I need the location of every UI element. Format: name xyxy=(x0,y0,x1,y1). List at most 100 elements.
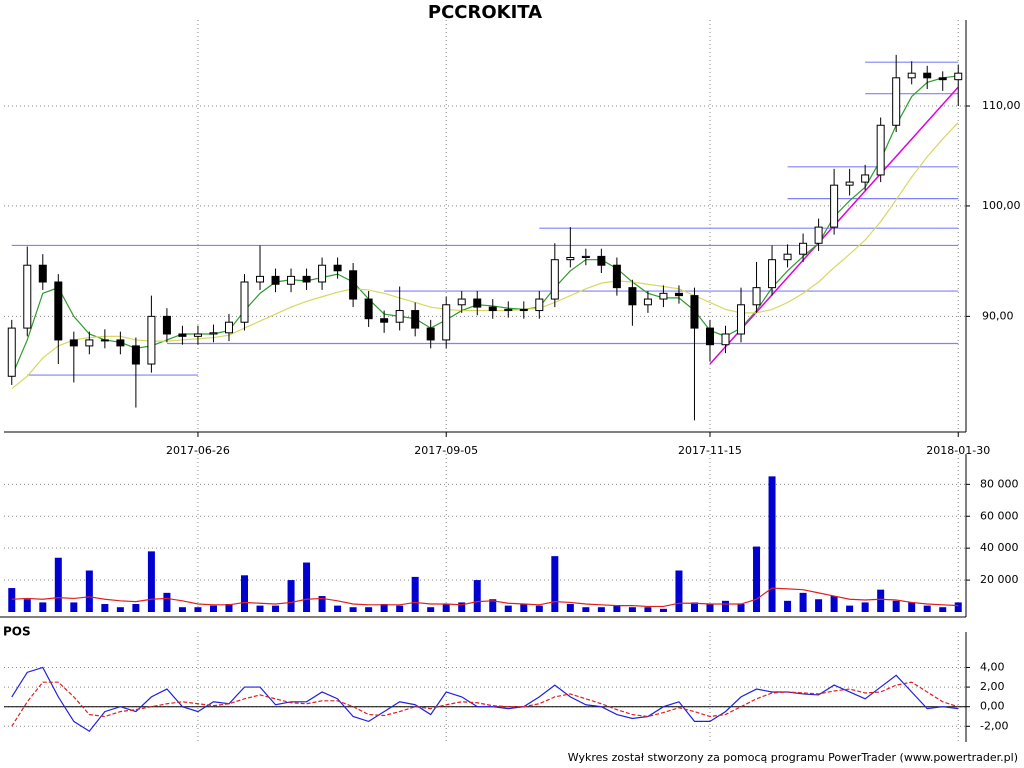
bar xyxy=(535,605,543,612)
bar xyxy=(225,604,233,612)
candle-body xyxy=(628,287,637,306)
candle-body xyxy=(721,333,730,346)
bar xyxy=(877,589,885,612)
bar xyxy=(147,551,155,612)
candle-body xyxy=(799,242,808,255)
line-series xyxy=(11,681,959,727)
candle-body xyxy=(271,275,280,285)
candle-body xyxy=(845,181,854,186)
bar xyxy=(908,602,916,612)
bar xyxy=(597,607,605,612)
candle-body xyxy=(892,77,901,126)
candle-body xyxy=(85,339,94,347)
bar xyxy=(116,607,124,612)
candle-body xyxy=(830,184,839,228)
bar xyxy=(287,580,295,612)
footer: Wykres został stworzony za pomocą progra… xyxy=(568,751,1018,764)
candle-body xyxy=(426,327,435,341)
line-series xyxy=(11,587,959,608)
bar xyxy=(39,602,47,612)
bar xyxy=(411,576,419,612)
candle-body xyxy=(256,275,265,283)
bar xyxy=(303,562,311,612)
candle-body xyxy=(938,77,947,81)
bar xyxy=(442,604,450,612)
y-tick-label: 60 000 xyxy=(980,509,1019,522)
bar xyxy=(799,592,807,612)
bar xyxy=(830,596,838,612)
candle-body xyxy=(209,332,218,335)
y-tick-label: 100,00 xyxy=(982,199,1021,212)
candle-body xyxy=(705,327,714,346)
bar xyxy=(178,607,186,612)
candle-body xyxy=(597,255,606,266)
candle-body xyxy=(690,295,699,329)
bar xyxy=(473,580,481,612)
candle-body xyxy=(333,264,342,272)
candle-body xyxy=(861,174,870,183)
candle-body xyxy=(54,281,63,341)
candle-body xyxy=(318,264,327,283)
bar xyxy=(163,592,171,612)
candle-body xyxy=(814,226,823,244)
chart-title: PCCROKITA xyxy=(428,2,542,23)
bar xyxy=(334,605,342,612)
candle-body xyxy=(550,259,559,300)
candle-body xyxy=(907,72,916,79)
candle-body xyxy=(240,281,249,323)
bar xyxy=(628,607,636,612)
candle-body xyxy=(566,256,575,261)
line-series xyxy=(11,75,959,377)
candle-body xyxy=(954,72,963,81)
candle-body xyxy=(752,287,761,306)
candle-body xyxy=(162,315,171,335)
bar xyxy=(551,556,559,612)
bar xyxy=(209,605,217,612)
bar xyxy=(241,575,248,612)
bar xyxy=(675,570,683,612)
y-tick-label: 90,00 xyxy=(982,309,1014,322)
candle-body xyxy=(612,264,621,289)
candle-body xyxy=(193,333,202,337)
bar xyxy=(722,600,729,612)
candle-body xyxy=(442,304,451,341)
x-tick-label: 2017-06-26 xyxy=(166,444,230,457)
bar xyxy=(892,600,900,612)
candle-body xyxy=(457,298,466,306)
bar xyxy=(753,546,761,612)
bar xyxy=(8,588,16,612)
candle-body xyxy=(768,259,777,289)
candle-body xyxy=(147,315,156,365)
candle-body xyxy=(473,298,482,308)
bar xyxy=(690,602,698,612)
candle-body xyxy=(100,339,109,342)
y-tick-label: 4,00 xyxy=(980,660,1005,673)
y-tick-label: 40 000 xyxy=(980,541,1019,554)
candle-body xyxy=(876,124,885,176)
candle-body xyxy=(224,321,233,334)
bar xyxy=(566,604,574,612)
line-series xyxy=(11,121,959,390)
y-tick-label: 80 000 xyxy=(980,477,1019,490)
bar xyxy=(846,605,854,612)
y-tick-label: 0,00 xyxy=(980,700,1005,713)
bar xyxy=(318,596,326,612)
candle-body xyxy=(519,308,528,312)
candle-body xyxy=(411,310,420,329)
bar xyxy=(458,602,466,612)
candle-body xyxy=(674,292,683,297)
candle-body xyxy=(116,339,125,347)
bar xyxy=(939,607,947,612)
bar xyxy=(489,599,497,612)
candle-body xyxy=(178,333,187,337)
bar xyxy=(380,604,388,612)
x-tick-label: 2018-01-30 xyxy=(926,444,990,457)
bar xyxy=(815,599,823,612)
bar xyxy=(861,602,869,612)
bar xyxy=(365,607,373,612)
bar xyxy=(427,607,435,612)
candle-body xyxy=(504,308,513,312)
bar xyxy=(54,557,62,612)
candle-body xyxy=(581,255,590,258)
